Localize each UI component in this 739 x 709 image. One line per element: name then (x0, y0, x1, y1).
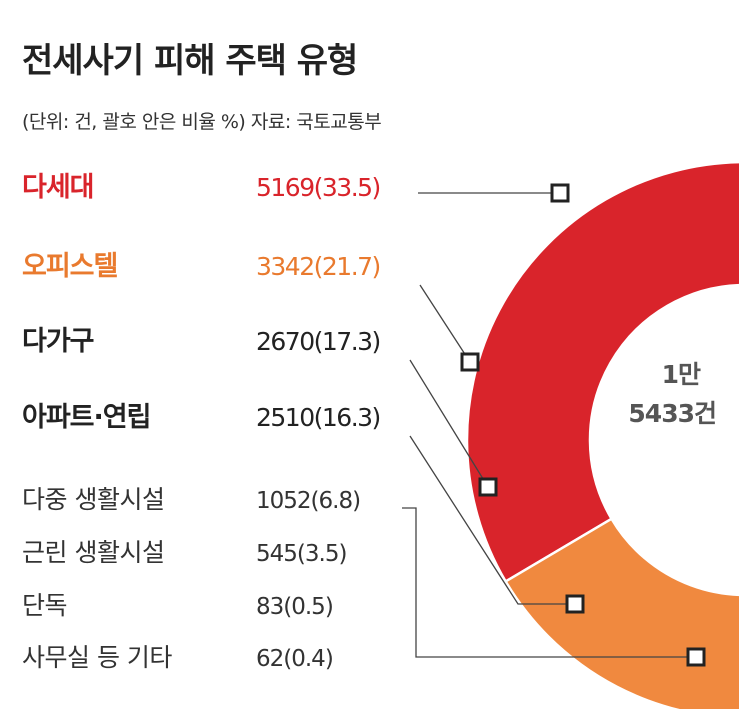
leader-marker (460, 352, 480, 372)
slice-value-label: 1052(6.8) (256, 488, 360, 514)
slice-label: 다가구 (22, 326, 94, 357)
slice-value-label: 2670(17.3) (256, 327, 380, 356)
slice-label: 단독 (22, 591, 67, 620)
slice-value-label: 2510(16.3) (256, 403, 380, 432)
leader-line (419, 284, 471, 363)
leader-marker (565, 594, 585, 614)
slice-value-label: 3342(21.7) (256, 252, 380, 281)
slice-label: 다세대 (22, 172, 94, 203)
total-line-2: 5433건 (628, 399, 716, 428)
pie-slice (465, 160, 739, 584)
slice-labels: 다세대 5169(33.5) 오피스텔 3342(21.7) 다가구 2670(17.3)… (22, 172, 381, 672)
leader-lines (402, 183, 706, 667)
total-line-1: 1만 (662, 360, 701, 389)
slice-label: 사무실 등 기타 (22, 643, 172, 672)
leader-marker (478, 477, 498, 497)
pie-slice (503, 517, 739, 709)
slice-label: 근린 생활시설 (22, 538, 164, 567)
chart-title: 전세사기 피해 주택 유형 (22, 41, 357, 81)
slice-label: 아파트·연립 (22, 402, 150, 433)
slice-value-label: 5169(33.5) (256, 173, 380, 202)
slice-label: 다중 생활시설 (22, 485, 164, 514)
leader-line (409, 359, 489, 488)
slice-label: 오피스텔 (22, 251, 118, 282)
slice-value-label: 545(3.5) (256, 541, 346, 567)
slice-value-label: 62(0.4) (256, 646, 333, 672)
chart-subtitle: (단위: 건, 괄호 안은 비율 %) 자료: 국토교통부 (22, 111, 381, 133)
leader-line (402, 507, 688, 658)
pie-slices (465, 160, 739, 709)
slice-value-label: 83(0.5) (256, 594, 333, 620)
leader-line (409, 435, 575, 605)
leader-marker (550, 183, 570, 203)
leader-marker (686, 647, 706, 667)
